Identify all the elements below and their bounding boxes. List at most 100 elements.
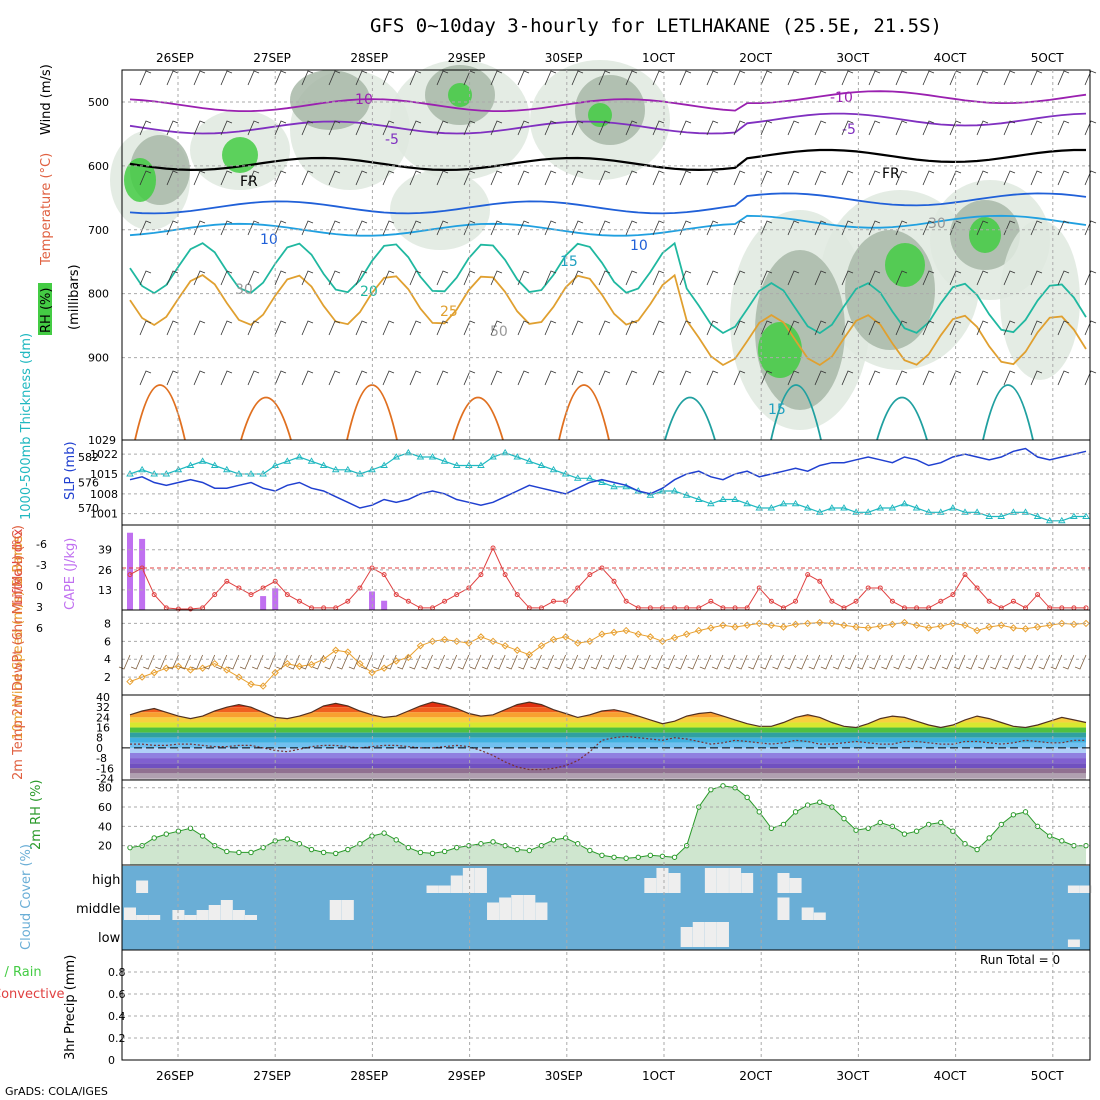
upper-wind-barb <box>922 170 935 186</box>
bottom-date-label-30SEP: 30SEP <box>545 1069 583 1083</box>
surface-wind-barb <box>1026 654 1038 670</box>
rh-shade-19 <box>758 322 802 378</box>
thickness-point <box>307 457 316 464</box>
cloud-high-bar <box>136 880 149 893</box>
upper-axis-tick-700: 700 <box>88 224 109 237</box>
isotherm-15 <box>129 214 1087 237</box>
wind-speed-point <box>150 668 158 677</box>
rh2m-point <box>284 836 291 842</box>
surface-wind-barb <box>736 654 748 670</box>
upper-wind-barb <box>1057 220 1070 236</box>
surface-wind-barb <box>687 654 700 670</box>
wind-speed-point <box>695 626 703 635</box>
wind-speed-point <box>368 668 376 677</box>
surface-wind-barb <box>627 654 639 670</box>
wind-speed-point <box>404 653 413 662</box>
cloud-middle-bar <box>232 910 245 920</box>
upper-wind-barb <box>841 220 854 236</box>
temp-band-5 <box>130 722 1086 728</box>
upper-wind-barb <box>409 220 422 236</box>
thickness-point <box>803 504 812 511</box>
cloud-level-high: high <box>92 873 120 888</box>
lifted-index-point <box>357 585 363 591</box>
upper-wind-barb <box>139 170 152 186</box>
surface-wind-barb <box>808 654 821 670</box>
upper-wind-barb <box>1003 70 1016 86</box>
rh-shade-12 <box>124 158 156 202</box>
surface-wind-barb <box>663 654 675 670</box>
rh2m-point <box>333 850 339 857</box>
upper-wind-barb <box>706 370 719 386</box>
rh2m-point <box>575 841 581 847</box>
upper-wind-barb <box>463 170 476 186</box>
upper-wind-barb <box>1057 120 1070 136</box>
rh2m-point <box>308 846 315 853</box>
cloud-middle-bar <box>208 905 221 920</box>
upper-wind-barb <box>166 170 179 186</box>
surface-wind-barb <box>760 654 772 670</box>
surface-wind-barb <box>360 654 373 670</box>
upper-wind-barb <box>544 120 557 136</box>
temp-band-1 <box>130 702 1086 708</box>
temp-band-12 <box>130 758 1086 764</box>
rh2m-point <box>417 849 424 856</box>
surface-wind-barb <box>615 654 627 670</box>
upper-wind-barb <box>436 220 449 236</box>
surface-wind-barb <box>820 654 833 670</box>
upper-wind-barb <box>868 220 881 236</box>
lifted-tick-2: 0 <box>36 580 43 593</box>
upper-wind-barb <box>220 70 233 86</box>
upper-wind-barb <box>922 70 935 86</box>
upper-wind-barb <box>841 320 854 336</box>
upper-wind-barb <box>328 220 341 236</box>
upper-wind-barb <box>139 270 152 286</box>
cloud-high-bar <box>474 868 487 893</box>
cloud-high-bar <box>777 873 790 893</box>
isotherm-10 <box>129 192 1087 215</box>
temp-band-16 <box>130 778 1086 780</box>
surface-wind-barb <box>239 654 252 670</box>
upper-wind-barb <box>274 120 287 136</box>
upper-wind-barb <box>733 220 746 236</box>
rh2m-point <box>1010 812 1017 818</box>
upper-wind-barb <box>868 70 881 86</box>
lifted-index-point <box>490 545 496 551</box>
wind-speed-point <box>828 619 836 628</box>
contour-label-3: 10 <box>260 232 278 248</box>
upper-wind-barb <box>220 320 233 336</box>
lifted-index-point <box>599 565 605 571</box>
slp-tick-1001: 1001 <box>90 508 118 521</box>
upper-wind-barb <box>787 370 800 386</box>
cloud-high-bar <box>729 868 742 893</box>
upper-wind-barb <box>787 70 800 86</box>
surface-wind-barb <box>288 654 300 670</box>
temp-band-7 <box>130 732 1086 738</box>
upper-wind-barb <box>1030 320 1043 336</box>
contour-label-9: -10 <box>830 90 853 106</box>
cloud-middle-bar <box>499 897 512 920</box>
upper-wind-barb <box>760 220 773 236</box>
wind-speed-point <box>549 635 558 644</box>
thickness-tick-570: 570 <box>78 502 99 515</box>
wind-speed-point <box>465 639 473 647</box>
upper-wind-barb <box>490 220 503 236</box>
surface-wind-barb <box>554 654 567 670</box>
lifted-index-point <box>986 598 992 604</box>
rh-legend-swatch <box>38 283 52 335</box>
thickness-point <box>646 491 655 498</box>
upper-wind-barb <box>814 120 827 136</box>
surface-wind-barb <box>215 654 228 670</box>
lifted-index-axis-label: Lifted Index <box>11 528 26 605</box>
upper-wind-barb <box>895 120 908 136</box>
upper-wind-barb <box>517 120 530 136</box>
cloud-middle-bar <box>341 900 354 920</box>
surface-isotherm-loop-4 <box>558 384 610 441</box>
upper-wind-barb <box>1030 70 1043 86</box>
contour-label-5: 20 <box>360 284 378 300</box>
upper-wind-barb <box>733 370 746 386</box>
lifted-index-point <box>393 592 399 598</box>
upper-wind-barb <box>868 320 881 336</box>
thickness-point <box>864 508 872 515</box>
upper-wind-barb <box>625 70 638 86</box>
upper-wind-barb <box>598 320 611 336</box>
